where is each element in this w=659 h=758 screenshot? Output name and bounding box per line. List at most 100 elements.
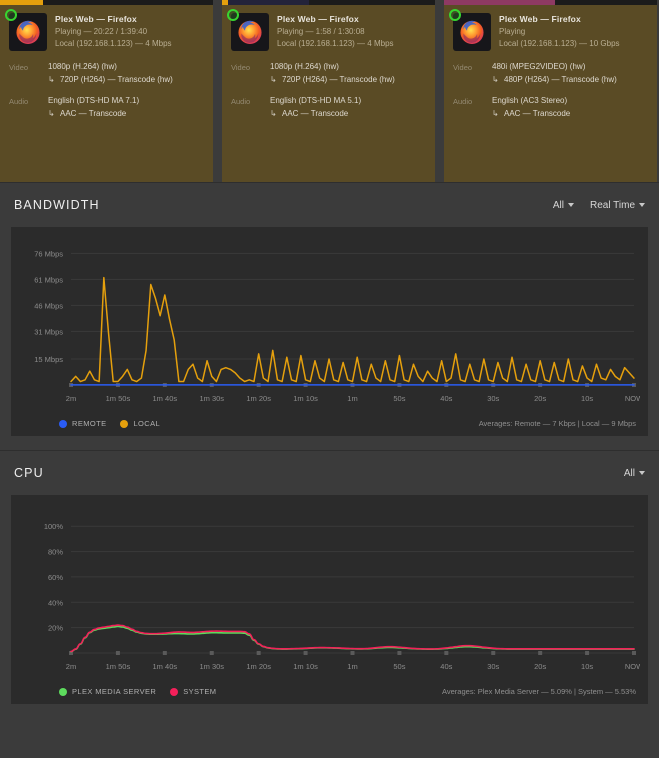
video-transcode: ↳ 720P (H264) — Transcode (hw) [270,75,395,84]
session-card[interactable]: Plex Web — Firefox Playing — 1:58 / 1:30… [222,0,435,182]
bandwidth-legend: REMOTE LOCAL [23,419,479,428]
y-axis-tick-label: 20% [48,624,63,633]
chevron-down-icon [567,203,574,207]
video-source: 1080p (H.264) (hw) [48,62,117,71]
playback-progress-bar[interactable] [0,0,213,5]
y-axis-tick-label: 15 Mbps [34,355,63,364]
cpu-chart-area[interactable]: 20% 40% 60% 80% 100% 2m 1m 50s 1m 40s 1m 30s 1m 2… [19,503,640,681]
x-axis-tick-label: 20s [534,394,546,403]
bandwidth-chart-area[interactable]: 15 Mbps 31 Mbps 46 Mbps 61 Mbps 76 Mbps 2m 1m … [19,235,640,413]
transcode-arrow-icon: ↳ [492,75,499,84]
session-title: Plex Web — Firefox [55,14,137,24]
session-card[interactable]: Plex Web — Firefox Playing Local (192.16… [444,0,657,182]
video-label: Video [453,63,473,72]
audio-label: Audio [231,97,251,106]
x-axis-tick-label: 1m [347,394,357,403]
legend-swatch-icon [59,419,67,428]
legend-item[interactable]: SYSTEM [170,687,216,696]
playback-progress-bar[interactable] [444,0,657,5]
y-axis-tick-label: 40% [48,598,63,607]
legend-swatch-icon [170,687,179,696]
cpu-averages: Averages: Plex Media Server — 5.09% | Sy… [442,687,636,696]
bandwidth-chart-footer: REMOTE LOCAL Averages: Remote — 7 Kbps |… [19,413,640,432]
x-axis-tick-marker [69,651,73,655]
session-title: Plex Web — Firefox [499,14,581,24]
transcode-arrow-icon: ↳ [492,109,499,118]
video-transcode: ↳ 720P (H264) — Transcode (hw) [48,75,173,84]
session-state: Playing [499,27,526,36]
x-axis-tick-label: 40s [440,662,452,671]
page-bottom-spacer [0,718,659,736]
legend-label: SYSTEM [183,687,217,696]
x-axis-tick-marker [444,651,449,655]
video-label: Video [9,63,29,72]
cpu-legend: PLEX MEDIA SERVER SYSTEM [23,687,442,696]
audio-transcode: ↳ AAC — Transcode [48,109,127,118]
x-axis-tick-label: 1m 10s [293,662,318,671]
bandwidth-filter-label: All [552,199,564,211]
audio-transcode: ↳ AAC — Transcode [270,109,349,118]
bandwidth-panel-title: BANDWIDTH [14,198,100,212]
x-axis-tick-label: NOW [625,394,640,403]
audio-source: English (DTS-HD MA 5.1) [270,96,362,105]
legend-label: LOCAL [133,419,161,428]
x-axis-tick-label: 20s [534,662,546,671]
legend-swatch-icon [59,687,67,696]
x-axis-tick-label: NOW [625,662,640,671]
audio-stream-row: Audio English (DTS-HD MA 7.1) ↳ AAC — Tr… [9,96,204,118]
cpu-filter-dropdown[interactable]: All [624,468,645,479]
x-axis-tick-label: 1m 40s [153,662,178,671]
x-axis-tick-label: 30s [487,662,499,671]
progress-buffered [228,0,310,5]
cpu-chart-footer: PLEX MEDIA SERVER SYSTEM Averages: Plex … [19,681,640,700]
x-axis-tick-marker [585,651,590,655]
x-axis-tick-marker [397,651,402,655]
playback-progress-bar[interactable] [222,0,435,5]
audio-label: Audio [9,97,29,106]
audio-source: English (DTS-HD MA 7.1) [48,96,140,105]
x-axis-tick-marker [115,651,120,655]
x-axis-tick-label: 10s [581,662,593,671]
x-axis-tick-label: 1m 30s [199,662,224,671]
session-state: Playing — 20:22 / 1:39:40 [55,27,148,36]
session-card[interactable]: Plex Web — Firefox Playing — 20:22 / 1:3… [0,0,213,182]
video-stream-row: Video 1080p (H.264) (hw) ↳ 720P (H264) —… [231,62,426,84]
bandwidth-mode-dropdown[interactable]: Real Time [590,200,645,211]
firefox-icon [238,20,262,44]
legend-label: REMOTE [72,419,107,428]
x-axis-tick-label: 50s [393,394,405,403]
x-axis-tick-label: 1m [347,662,357,671]
cpu-chart-card: 20% 40% 60% 80% 100% 2m 1m 50s 1m 40s 1m 30s 1m 2… [11,495,648,704]
bandwidth-filter-dropdown[interactable]: All [553,200,574,211]
legend-item[interactable]: PLEX MEDIA SERVER [59,687,156,696]
x-axis-tick-label: 1m 50s [106,394,131,403]
bandwidth-averages: Averages: Remote — 7 Kbps | Local — 9 Mb… [478,419,636,428]
y-axis-tick-label: 100% [44,522,64,531]
legend-item[interactable]: LOCAL [120,419,160,428]
video-stream-row: Video 1080p (H.264) (hw) ↳ 720P (H264) —… [9,62,204,84]
session-title: Plex Web — Firefox [277,14,359,24]
progress-played [222,0,229,5]
x-axis-tick-marker [209,651,214,655]
x-axis-tick-marker [632,651,636,655]
x-axis-tick-label: 1m 20s [246,394,271,403]
x-axis-tick-label: 2m [66,394,76,403]
series-line [70,276,635,383]
legend-item[interactable]: REMOTE [59,419,106,428]
x-axis-tick-label: 10s [581,394,593,403]
x-axis-tick-label: 2m [66,662,76,671]
audio-stream-row: Audio English (DTS-HD MA 5.1) ↳ AAC — Tr… [231,96,426,118]
y-axis-tick-label: 31 Mbps [34,327,63,336]
x-axis-tick-label: 50s [393,662,405,671]
firefox-icon [460,20,484,44]
x-axis-tick-marker [491,651,496,655]
x-axis-tick-marker [256,651,261,655]
progress-played [0,0,43,5]
bandwidth-panel-header: BANDWIDTH All Real Time [0,183,659,227]
y-axis-tick-label: 46 Mbps [34,301,63,310]
audio-transcode: ↳ AAC — Transcode [492,109,571,118]
play-status-icon [227,9,239,21]
bandwidth-panel: BANDWIDTH All Real Time 15 Mbps 31 Mbps 46… [0,182,659,436]
session-connection: Local (192.168.1.123) — 4 Mbps [55,39,172,48]
x-axis-tick-marker [303,651,308,655]
